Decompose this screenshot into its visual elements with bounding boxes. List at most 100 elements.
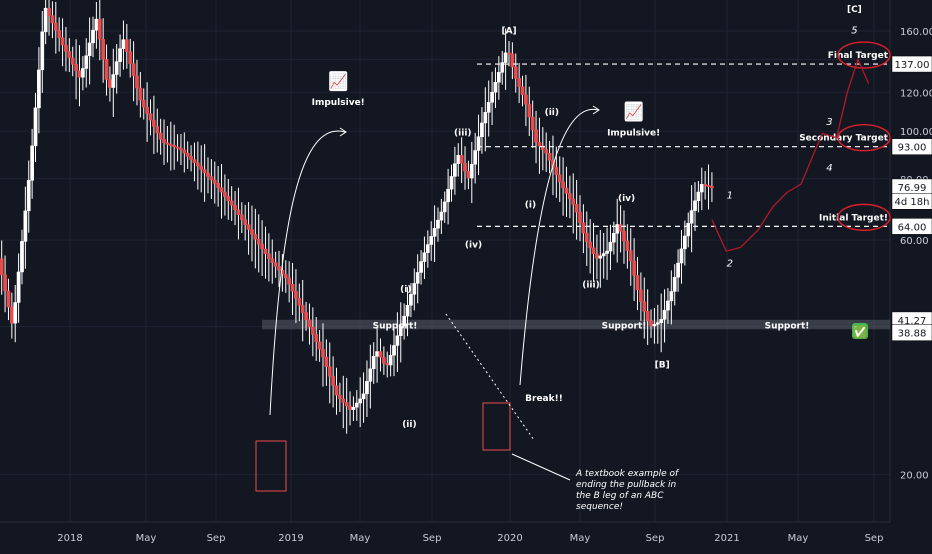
- candle-body: [168, 143, 173, 146]
- candle-body: [581, 222, 586, 234]
- candle-body: [669, 291, 674, 302]
- candle-body: [622, 230, 626, 242]
- candle-body: [155, 126, 160, 134]
- candle-body: [209, 176, 214, 181]
- candle-body: [520, 86, 525, 96]
- candle-body: [101, 39, 106, 60]
- candle-body: [699, 184, 704, 193]
- target-circle: [837, 123, 891, 152]
- candle-body: [368, 368, 373, 382]
- candle-body: [3, 274, 7, 292]
- candle-body: [317, 341, 322, 350]
- candle-body: [544, 149, 549, 154]
- candle-body: [236, 209, 241, 216]
- wave-label: (iii): [454, 129, 471, 139]
- candle-body: [652, 324, 657, 327]
- candle-body: [402, 315, 406, 327]
- candle-body: [429, 236, 434, 245]
- candle-body: [290, 283, 295, 292]
- candle-body: [310, 326, 315, 335]
- support-label: Support!: [765, 322, 810, 332]
- candle-body: [118, 48, 122, 62]
- low-box: [482, 402, 511, 451]
- candle-body: [584, 232, 589, 243]
- candle-body: [459, 155, 464, 164]
- trendline: [445, 313, 535, 441]
- candle-body: [297, 298, 302, 306]
- x-tick-label: Sep: [423, 533, 442, 544]
- candle-body: [405, 305, 410, 317]
- price-box-label: 93.00: [898, 143, 927, 154]
- candle-body: [47, 7, 51, 16]
- candle-body: [9, 306, 14, 324]
- candle-body: [108, 79, 112, 88]
- candle-body: [226, 196, 231, 202]
- candle-body: [331, 375, 335, 386]
- candle-body: [588, 241, 593, 249]
- note-line: the B leg of an ABC: [576, 491, 664, 501]
- candle-body: [26, 180, 31, 212]
- wave-label: 1: [727, 190, 733, 201]
- candle-body: [77, 70, 82, 78]
- break-label: Break!!: [525, 394, 563, 404]
- candle-body: [710, 186, 714, 189]
- candle-body: [632, 260, 636, 276]
- candle-body: [503, 52, 508, 63]
- target-circle: [837, 203, 891, 232]
- candle-body: [689, 210, 694, 224]
- candle-body: [158, 132, 163, 140]
- candle-body: [517, 78, 521, 87]
- x-tick-label: Sep: [646, 533, 665, 544]
- candle-body: [138, 87, 143, 101]
- support-label: Support!: [373, 322, 418, 332]
- note-line: ending the pullback in: [576, 480, 677, 490]
- candle-body: [453, 163, 457, 177]
- candle-body: [212, 179, 217, 184]
- candle-body: [141, 99, 146, 108]
- candle-body: [388, 355, 393, 366]
- support-label: Support!: [602, 322, 647, 332]
- candle-body: [97, 18, 102, 40]
- candle-body: [591, 247, 596, 254]
- candle-body: [672, 277, 677, 292]
- candle-body: [618, 224, 623, 232]
- candle-body: [283, 273, 288, 279]
- candle-body: [0, 258, 4, 276]
- candle-body: [574, 204, 579, 213]
- candle-body: [659, 319, 664, 323]
- low-box: [255, 440, 287, 492]
- price-box: [891, 138, 932, 155]
- y-tick-label: 160.00: [900, 27, 932, 38]
- candle-body: [686, 223, 691, 237]
- candle-body: [395, 335, 400, 346]
- x-tick-label: 2018: [57, 533, 82, 544]
- candle-body: [476, 136, 481, 151]
- candle-body: [554, 167, 559, 175]
- candle-body: [578, 211, 582, 223]
- candle-body: [547, 153, 552, 161]
- price-box-label: 41.27: [898, 316, 927, 327]
- y-tick-label: 60.00: [900, 236, 929, 247]
- candle-body: [385, 363, 390, 366]
- candle-body: [456, 155, 461, 164]
- candle-body: [693, 200, 697, 211]
- candle-body: [480, 122, 484, 137]
- candle-body: [469, 164, 474, 179]
- candle-body: [365, 381, 369, 395]
- price-box: [891, 192, 932, 210]
- candle-body: [358, 398, 363, 404]
- candle-body: [486, 102, 491, 113]
- candle-body: [375, 351, 379, 357]
- support-band: [262, 319, 890, 330]
- candle-body: [6, 290, 11, 308]
- candle-body: [327, 366, 332, 377]
- price-box-label: 76.99: [898, 183, 927, 194]
- candle-body: [135, 75, 139, 89]
- candle-body: [307, 319, 312, 328]
- candle-body: [37, 69, 41, 109]
- candle-body: [223, 191, 227, 197]
- target-label: Secondary Target: [799, 134, 889, 144]
- candle-body: [530, 116, 535, 131]
- projection-path: [711, 57, 870, 252]
